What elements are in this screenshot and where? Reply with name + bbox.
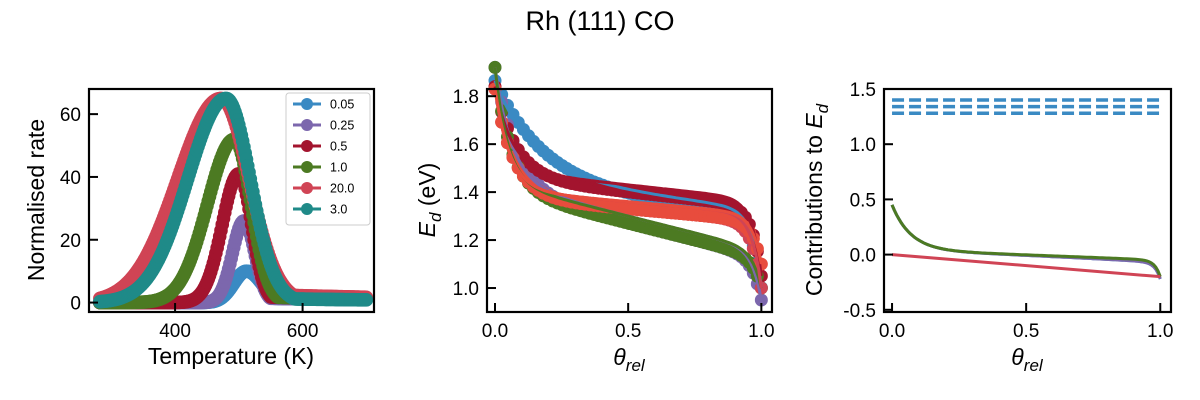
y-tick-label: 1.0 xyxy=(453,279,479,300)
axes-frame xyxy=(485,87,774,314)
y-axis-label: Contributions to Ed xyxy=(801,103,832,296)
y-tick-label: 1.0 xyxy=(850,135,876,156)
decay-curve xyxy=(890,204,1162,280)
y-tick-label: 1.6 xyxy=(453,135,479,156)
legend-label: 1.0 xyxy=(330,161,347,175)
fit-line xyxy=(493,80,763,289)
y-tick-label: 40 xyxy=(60,168,81,189)
legend-marker xyxy=(301,140,313,152)
data-point xyxy=(754,293,768,307)
legend-entry: 20.0 xyxy=(293,182,354,196)
legend-marker xyxy=(301,161,313,173)
panel-desorption-energy: 0.0 0.5 1.0 1.0 1.2 1.4 1.6 1.8 θrel Ed (eV) xyxy=(414,60,775,375)
legend: 0.05 0.25 0.5 1.0 20.0 3.0 xyxy=(285,92,371,226)
panel-tpd-rate: 400 600 0 20 40 60 0.05 0.25 0.5 1.0 20.0 3.0 Temp… xyxy=(23,87,376,369)
legend-label: 3.0 xyxy=(330,203,347,217)
legend-entry: 0.5 xyxy=(293,140,347,154)
legend-label: 0.5 xyxy=(330,140,347,154)
legend-label: 0.25 xyxy=(330,119,354,133)
y-tick-label: 0.5 xyxy=(850,190,876,211)
figure-title: Rh (111) CO xyxy=(525,6,674,36)
linear-line xyxy=(891,253,1161,279)
y-tick-label: 1.2 xyxy=(453,231,479,252)
legend-entry: 1.0 xyxy=(293,161,347,175)
legend-marker xyxy=(301,203,313,215)
data-point xyxy=(359,293,374,307)
axes-frame xyxy=(87,87,376,314)
y-tick-label: 1.8 xyxy=(453,87,479,108)
legend-marker xyxy=(301,119,313,131)
x-tick-label: 0.0 xyxy=(482,321,508,342)
legend-entry: 0.05 xyxy=(293,98,354,112)
y-tick-label: 1.4 xyxy=(453,183,480,204)
legend-entry: 3.0 xyxy=(293,203,347,217)
fit-line xyxy=(493,88,763,265)
panel-desorption-energy-ticks: 0.0 0.5 1.0 1.0 1.2 1.4 1.6 1.8 xyxy=(453,87,775,342)
legend-marker xyxy=(301,182,313,194)
x-tick-label: 0.5 xyxy=(1013,321,1039,342)
x-tick-label: 0.5 xyxy=(615,321,641,342)
panel-contributions-ticks: 0.0 0.5 1.0-0.50.00.51.01.5 xyxy=(843,80,1173,342)
panel-contributions-data xyxy=(890,98,1162,280)
panel-contributions: 0.0 0.5 1.0-0.50.00.51.01.5 θrel Contribut… xyxy=(801,80,1173,375)
legend-marker xyxy=(301,98,313,110)
y-tick-label: -0.5 xyxy=(843,301,876,322)
y-tick-label: 0 xyxy=(70,294,81,315)
decay-curve xyxy=(890,204,1162,280)
x-axis-label: Temperature (K) xyxy=(148,343,314,369)
legend-label: 20.0 xyxy=(330,182,354,196)
panel-tpd-rate-ticks: 400 600 0 20 40 60 xyxy=(60,105,319,342)
y-tick-label: 0.0 xyxy=(850,246,876,267)
legend-label: 0.05 xyxy=(330,98,354,112)
x-axis-label: θrel xyxy=(1011,344,1044,375)
x-tick-label: 1.0 xyxy=(1147,321,1173,342)
y-tick-label: 60 xyxy=(60,105,81,126)
x-tick-label: 0.0 xyxy=(879,321,905,342)
fit-line xyxy=(493,86,763,277)
series-3.0 xyxy=(93,91,374,309)
x-tick-label: 400 xyxy=(159,321,191,342)
y-tick-label: 20 xyxy=(60,231,81,252)
axes-frame xyxy=(882,87,1173,314)
decay-curve xyxy=(890,204,1162,278)
x-tick-label: 1.0 xyxy=(748,321,774,342)
legend-box xyxy=(285,92,371,226)
y-tick-label: 1.5 xyxy=(850,80,876,101)
panel-tpd-rate-data xyxy=(93,91,374,310)
x-axis-label: θrel xyxy=(613,344,646,375)
legend-entry: 0.25 xyxy=(293,119,354,133)
x-tick-label: 600 xyxy=(287,321,319,342)
y-axis-label: Normalised rate xyxy=(23,119,49,281)
panel-desorption-energy-data xyxy=(488,60,768,307)
y-axis-label: Ed (eV) xyxy=(414,163,445,238)
